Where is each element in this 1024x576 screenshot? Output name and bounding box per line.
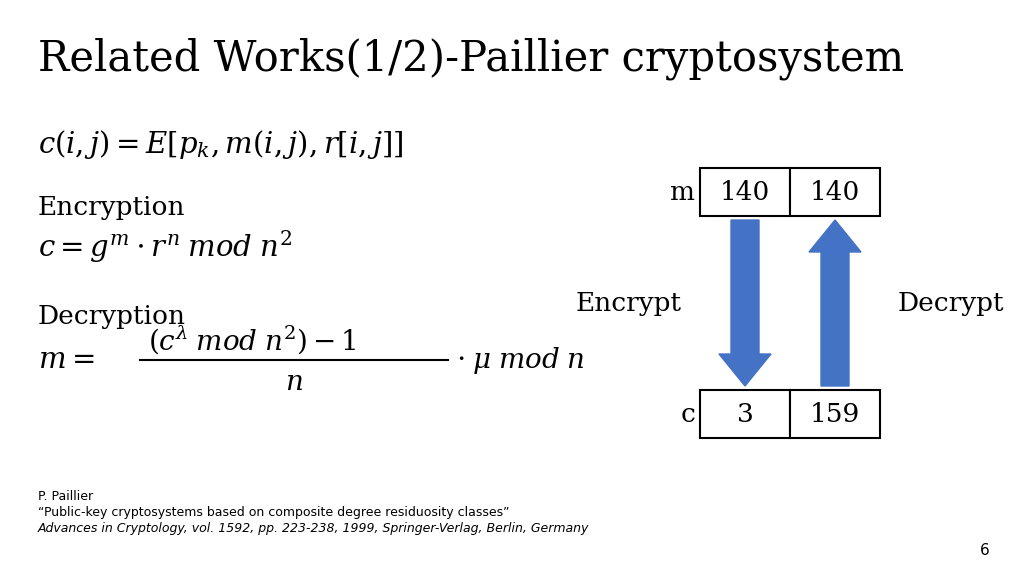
- Text: $m =$: $m =$: [38, 346, 94, 374]
- Text: $n$: $n$: [285, 368, 303, 396]
- Text: 159: 159: [810, 401, 860, 426]
- Bar: [790, 168, 880, 216]
- Text: Decryption: Decryption: [38, 304, 186, 329]
- Polygon shape: [809, 220, 861, 386]
- Text: $c = g^m \cdot r^n \; mod \; n^2$: $c = g^m \cdot r^n \; mod \; n^2$: [38, 228, 292, 264]
- Text: $(c^\lambda \; mod \; n^2) - 1$: $(c^\lambda \; mod \; n^2) - 1$: [148, 324, 356, 357]
- Bar: [700, 168, 790, 216]
- Text: Decrypt: Decrypt: [898, 290, 1005, 316]
- Text: 6: 6: [980, 543, 990, 558]
- Polygon shape: [719, 220, 771, 386]
- Text: $c(i,j) = E[p_k, m(i,j), r[i,j]]$: $c(i,j) = E[p_k, m(i,j), r[i,j]]$: [38, 128, 403, 161]
- Text: P. Paillier: P. Paillier: [38, 490, 93, 503]
- Text: m: m: [670, 180, 695, 204]
- Text: Encryption: Encryption: [38, 195, 185, 220]
- Bar: [790, 390, 880, 438]
- Text: 140: 140: [720, 180, 770, 204]
- Text: 3: 3: [736, 401, 754, 426]
- Text: “Public-key cryptosystems based on composite degree residuosity classes”: “Public-key cryptosystems based on compo…: [38, 506, 510, 519]
- Text: Related Works(1/2)-Paillier cryptosystem: Related Works(1/2)-Paillier cryptosystem: [38, 38, 904, 81]
- Text: c: c: [680, 401, 695, 426]
- Text: $\cdot \; \mu \; mod \; n$: $\cdot \; \mu \; mod \; n$: [456, 344, 584, 376]
- Text: Advances in Cryptology, vol. 1592, pp. 223-238, 1999, Springer-Verlag, Berlin, G: Advances in Cryptology, vol. 1592, pp. 2…: [38, 522, 590, 535]
- Text: 140: 140: [810, 180, 860, 204]
- Bar: [700, 390, 790, 438]
- Text: Encrypt: Encrypt: [575, 290, 682, 316]
